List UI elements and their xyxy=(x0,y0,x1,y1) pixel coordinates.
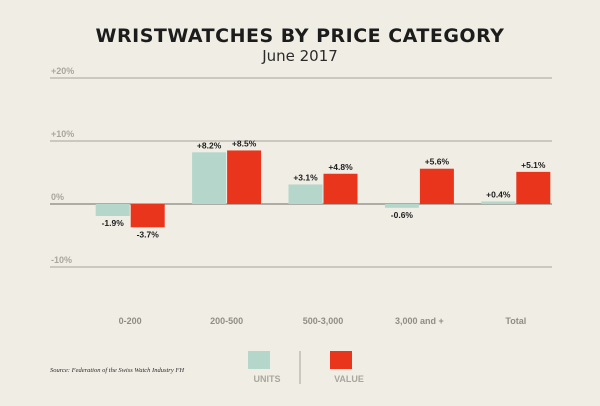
x-tick-label: 500-3,000 xyxy=(303,316,344,326)
bar-units xyxy=(95,204,130,216)
legend-label-units: UNITS xyxy=(254,374,281,384)
source-note: Source: Federation of the Swiss Watch In… xyxy=(50,367,184,374)
x-tick-label: 0-200 xyxy=(119,316,142,326)
chart-subtitle: June 2017 xyxy=(261,47,338,65)
data-label: +8.5% xyxy=(232,138,257,148)
bar-units xyxy=(288,184,323,204)
data-labels: -1.9% -3.7% +8.2% +8.5% +3.1% +4.8% -0.6% +5.6%… xyxy=(102,138,546,239)
bar-units xyxy=(384,204,419,208)
bar-value xyxy=(516,171,551,204)
bar-value xyxy=(130,204,165,228)
y-tick-label: +20% xyxy=(51,66,74,76)
data-label: -1.9% xyxy=(102,218,125,228)
gridlines: +20% +10% 0% -10% xyxy=(50,66,552,268)
data-label: +8.2% xyxy=(197,140,222,150)
data-label: +4.8% xyxy=(328,162,353,172)
x-tick-label: 3,000 and + xyxy=(395,316,444,326)
bar-units xyxy=(192,152,227,204)
bar-value xyxy=(419,168,454,204)
x-tick-label: 200-500 xyxy=(210,316,243,326)
y-tick-label: +10% xyxy=(51,129,74,139)
y-tick-label: 0% xyxy=(51,192,64,202)
x-axis: 0-200 200-500 500-3,000 3,000 and + Total xyxy=(119,316,527,326)
data-label: -0.6% xyxy=(391,210,414,220)
data-label: +0.4% xyxy=(486,189,511,199)
bars xyxy=(95,150,551,228)
legend: UNITS VALUE xyxy=(248,351,364,384)
data-label: -3.7% xyxy=(137,229,160,239)
y-tick-label: -10% xyxy=(51,255,72,265)
data-label: +3.1% xyxy=(293,172,318,182)
data-label: +5.1% xyxy=(521,160,546,170)
bar-units xyxy=(481,201,516,204)
legend-label-value: VALUE xyxy=(334,374,364,384)
chart-title: WRISTWATCHES BY PRICE CATEGORY xyxy=(96,25,505,47)
data-label: +5.6% xyxy=(425,157,450,167)
legend-swatch-value xyxy=(330,351,352,369)
bar-value xyxy=(323,173,358,204)
x-tick-label: Total xyxy=(505,316,526,326)
legend-swatch-units xyxy=(248,351,270,369)
bar-value xyxy=(227,150,262,204)
